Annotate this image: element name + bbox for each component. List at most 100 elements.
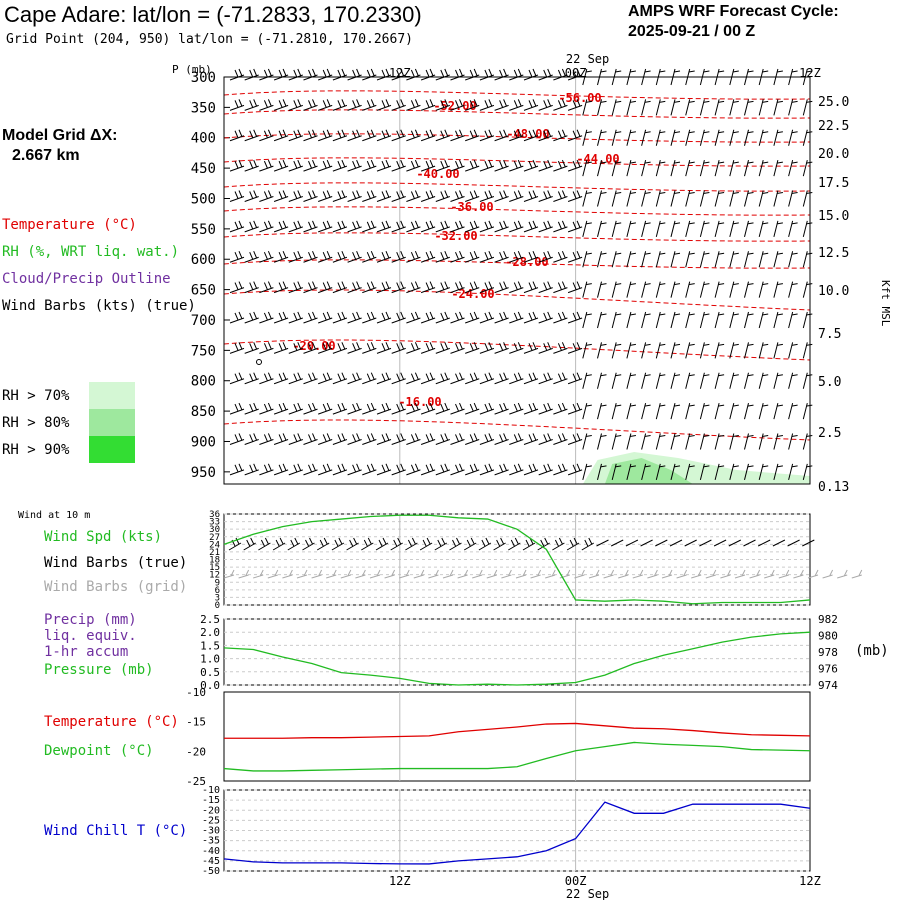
wind-barb-flag [762,434,769,437]
wind-barb-flag [528,402,537,412]
wind-barb-flag [322,402,331,412]
wind-barb-flag [572,251,581,260]
wind-barb [611,402,617,420]
wind-barb-flag [762,70,769,73]
wind-barb-flag [659,404,666,407]
wind-barb-flag [600,131,607,134]
wind-barb [788,159,794,177]
wind-barb [744,159,749,177]
wind-barb-flag [747,191,754,194]
wind-barb-flag [381,281,390,290]
wind-barb-flag [747,100,754,103]
wind-barb [773,99,779,116]
wind-barb-flag [776,283,783,286]
time-label-bottom-00z: 00Z [565,874,587,888]
wind-barb-flag [440,159,449,169]
wind-barb-flag [762,222,769,225]
windchill-line [223,801,811,865]
wind-barb-flag [425,129,434,138]
legend-temp2: Temperature (°C) [44,714,179,730]
wind-barb-flag [337,463,346,473]
wind-barb-flag [484,190,493,199]
wind-barb [670,190,676,207]
wind-barb-flag [572,402,581,412]
wind-barb-flag [659,70,666,73]
wind-barb [685,129,691,146]
true-wind-barb [316,537,330,551]
wind-barb-flag [585,161,592,164]
wind-barb-flag [688,283,695,286]
wind-barb-flag [629,70,636,73]
wind-barb-flag [629,161,636,164]
wind-barb-flag [484,311,493,321]
wind-barb-flag [352,463,361,473]
wind-barb [802,129,808,146]
wind-barb-flag [352,68,361,78]
wind-barb [626,311,632,329]
grid-wind-barb [822,569,834,579]
wind-barb-flag [484,220,493,230]
wind-barb-flag [615,313,622,316]
wind-barb [655,129,661,146]
wind-barb-flag [322,311,331,321]
precip-y-tick-label: 0.0 [200,679,220,692]
wind-barb [641,129,647,146]
wind-barb-flag [366,342,375,351]
wind-barb-flag [762,191,769,194]
wind-10m-label: Wind at 10 m [18,510,91,521]
height-tick-label: 0.13 [818,480,849,495]
wind-barb-flag [732,404,739,407]
wind-barb-flag [806,434,813,437]
wind-barb-flag [263,463,272,473]
wind-barb-flag [673,222,681,225]
wind-barb-flag [629,100,636,103]
wind-barb-flag [600,465,607,468]
wind-barb-flag [410,372,419,381]
legend-rh80: RH > 80% [2,415,70,431]
wind-barb-flag [381,129,390,138]
wind-barb-flag [366,99,375,108]
wind-barb-flag [600,252,607,255]
wind-barb-flag [352,129,361,138]
true-wind-barb [552,537,565,551]
wind-barb-flag [249,433,258,442]
wind-barb-flag [234,402,243,412]
wind-barb-flag [585,222,592,225]
wind-barb-flag [337,311,346,321]
wind-barb-flag [572,68,581,78]
wind-barb-flag [806,222,813,225]
wind-barb-flag [791,434,798,437]
wind-barb-flag [762,313,769,316]
wind-barb [714,372,720,389]
wind-barb-flag [732,161,739,164]
wind-barb-flag [543,281,552,290]
wind-barb-flag [585,70,592,73]
isotherm-label: -16.00 [398,395,441,409]
wind-barb [773,433,779,450]
wind-barb-flag [308,129,316,138]
wind-barb-flag [352,159,361,169]
legend-pressure: Pressure (mb) [44,662,154,678]
wind-barb-flag [234,433,243,442]
precip-panel-frame [223,618,811,686]
wind-barb [773,342,779,359]
wind-barb-flag [615,374,622,377]
wind-barb-flag [644,222,651,225]
wind-barb [773,311,779,329]
wind-barb-flag [776,343,783,346]
isotherm-line [223,157,811,167]
wind-barb [788,220,794,237]
wind-barb [641,402,647,420]
grid-wind-barb [749,569,761,579]
wind-barb [626,433,632,450]
wind-barb [655,402,661,420]
wind-barb-flag [600,70,607,73]
temp-y-tick-label: -10 [186,686,206,699]
wind-barb-flag [381,402,390,412]
wind-barb-flag [557,463,566,473]
wind-barb [699,433,705,450]
pressure-y-tick-label: 978 [818,646,838,659]
grid-wind-barb [574,569,585,579]
wind-barb-flag [513,433,522,442]
wind-barb-flag [352,402,361,412]
